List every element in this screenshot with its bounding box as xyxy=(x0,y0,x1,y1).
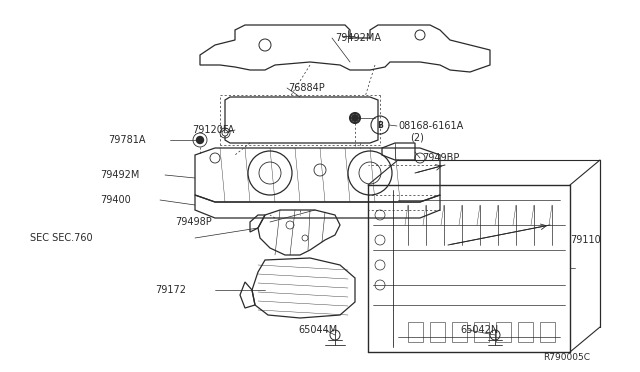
Text: 79172: 79172 xyxy=(155,285,186,295)
Circle shape xyxy=(351,114,359,122)
Text: B: B xyxy=(377,121,383,129)
Text: 65044M: 65044M xyxy=(298,325,337,335)
Bar xyxy=(496,322,511,342)
Bar xyxy=(430,322,445,342)
Bar xyxy=(408,322,423,342)
Text: 65042N: 65042N xyxy=(460,325,499,335)
Text: (2): (2) xyxy=(410,132,424,142)
Text: 76884P: 76884P xyxy=(288,83,324,93)
Bar xyxy=(540,322,555,342)
Text: 79110: 79110 xyxy=(570,235,601,245)
Bar xyxy=(452,322,467,342)
Text: 79400: 79400 xyxy=(100,195,131,205)
Text: 7949BP: 7949BP xyxy=(422,153,460,163)
Bar xyxy=(518,322,533,342)
Text: 79492MA: 79492MA xyxy=(335,33,381,43)
Text: 79120FA: 79120FA xyxy=(192,125,234,135)
Text: 79781A: 79781A xyxy=(108,135,145,145)
Text: 08168-6161A: 08168-6161A xyxy=(398,121,463,131)
Text: SEC SEC.760: SEC SEC.760 xyxy=(30,233,93,243)
Circle shape xyxy=(222,130,228,136)
Bar xyxy=(474,322,489,342)
Text: 79492M: 79492M xyxy=(100,170,140,180)
Text: 79498P: 79498P xyxy=(175,217,212,227)
Circle shape xyxy=(196,137,204,144)
Text: R790005C: R790005C xyxy=(543,353,590,362)
